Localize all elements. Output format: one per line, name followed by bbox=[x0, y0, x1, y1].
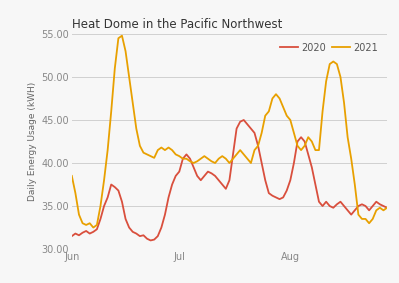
2021 bbox=[105, 148, 110, 152]
2021 bbox=[91, 226, 96, 229]
2020 bbox=[109, 183, 114, 186]
2021 bbox=[238, 148, 243, 152]
2020 bbox=[234, 127, 239, 130]
2020 bbox=[385, 206, 389, 209]
2020 bbox=[241, 118, 246, 122]
Line: 2020: 2020 bbox=[72, 120, 387, 241]
2020 bbox=[69, 234, 74, 238]
Legend: 2020, 2021: 2020, 2021 bbox=[276, 39, 382, 57]
2021 bbox=[356, 213, 361, 216]
2021 bbox=[69, 174, 74, 178]
2020 bbox=[102, 204, 107, 208]
2020 bbox=[148, 239, 153, 242]
Line: 2021: 2021 bbox=[72, 36, 387, 228]
2020 bbox=[356, 204, 361, 208]
2020 bbox=[195, 174, 200, 178]
2021 bbox=[113, 67, 117, 70]
2021 bbox=[120, 34, 124, 37]
Y-axis label: Daily Energy Usage (kWH): Daily Energy Usage (kWH) bbox=[28, 82, 37, 201]
2021 bbox=[198, 157, 203, 160]
Text: Heat Dome in the Pacific Northwest: Heat Dome in the Pacific Northwest bbox=[72, 18, 282, 31]
2021 bbox=[385, 206, 389, 209]
2021 bbox=[141, 151, 146, 155]
2020 bbox=[134, 232, 139, 235]
